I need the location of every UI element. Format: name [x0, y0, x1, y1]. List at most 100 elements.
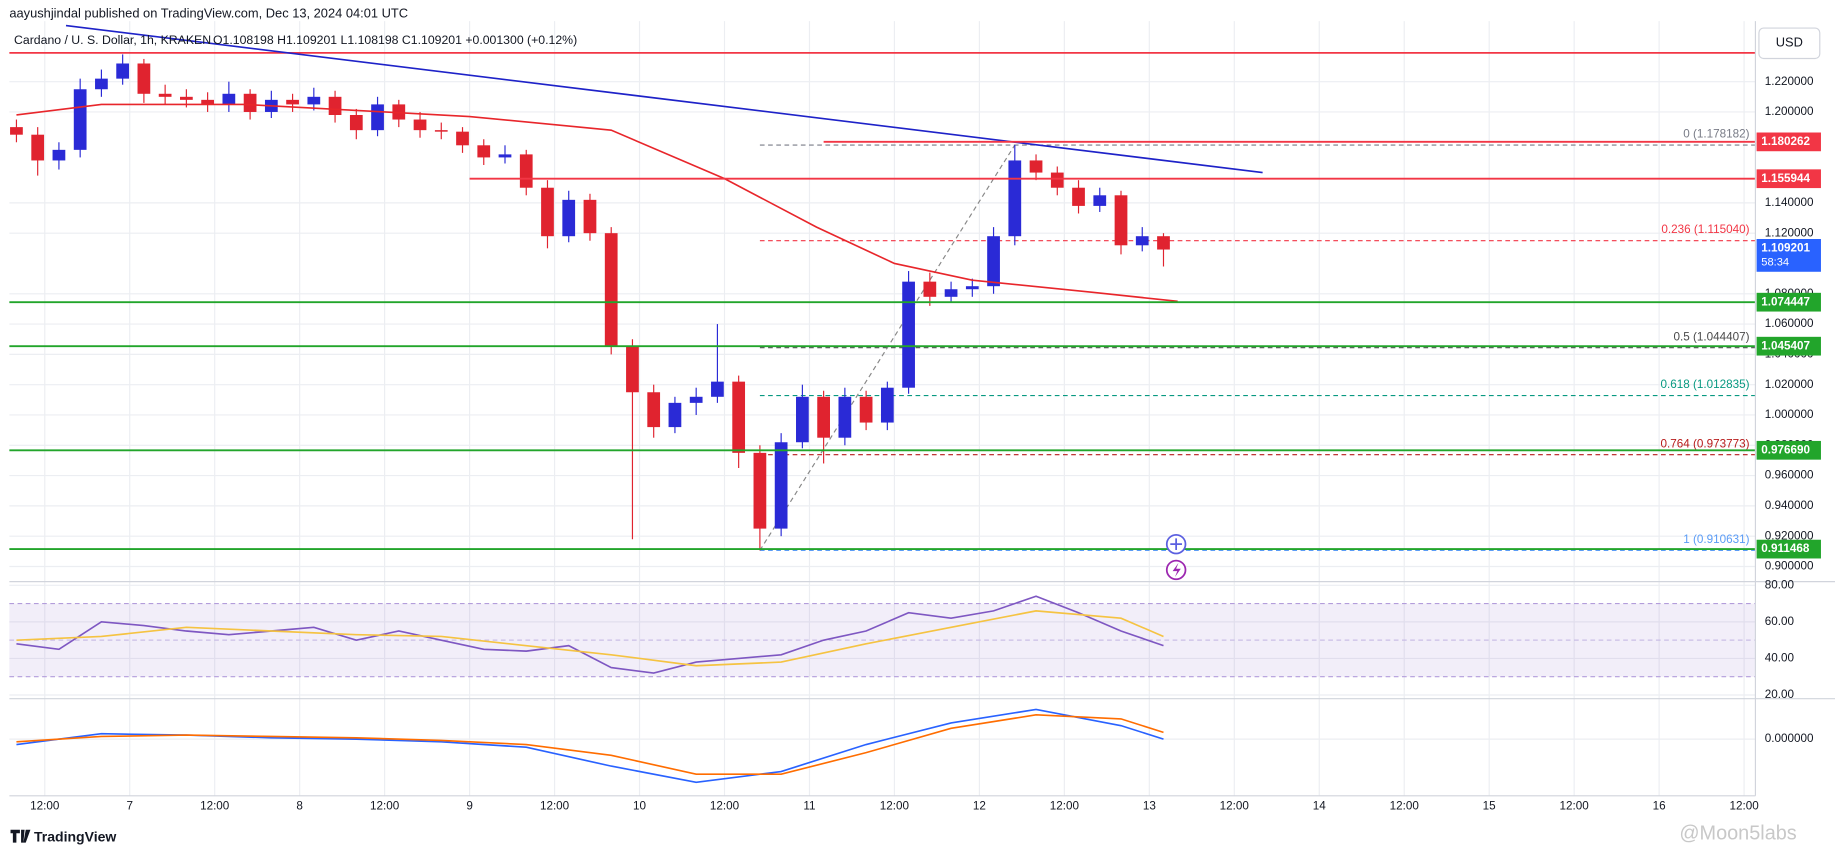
- brand-logo: [10, 829, 31, 843]
- candle-body: [562, 199, 576, 237]
- fib-label: 0.764 (0.973773): [1661, 437, 1750, 450]
- x-tick-label: 16: [1653, 799, 1666, 812]
- symbol-name: Cardano / U. S. Dollar, 1h, KRAKEN: [14, 33, 211, 47]
- last-price: 1.109201: [1761, 241, 1810, 254]
- candle-body: [753, 452, 767, 529]
- candle-body: [328, 96, 342, 115]
- candle-body: [859, 396, 873, 423]
- x-tick-label: 12:00: [30, 799, 60, 812]
- candle-body: [796, 396, 809, 443]
- candle-body: [286, 99, 299, 105]
- x-tick-label: 12:00: [1050, 799, 1080, 812]
- candle-body: [116, 63, 130, 79]
- x-tick-label: 12:00: [1560, 799, 1590, 812]
- x-tick-label: 12:00: [370, 799, 400, 812]
- fib-label: 0 (1.178182): [1683, 128, 1749, 141]
- candle-body: [413, 119, 427, 131]
- x-tick-label: 12: [973, 799, 986, 812]
- candle-body: [604, 233, 618, 347]
- y-tick-label: 0.960000: [1765, 469, 1814, 482]
- published-line: aayushjindal published on TradingView.co…: [9, 5, 408, 20]
- level-label: 1.155944: [1761, 172, 1810, 185]
- y-tick-label: 0.940000: [1765, 499, 1814, 512]
- x-tick-label: 8: [296, 799, 303, 812]
- candle-body: [880, 387, 894, 423]
- fib-label: 0.5 (1.044407): [1674, 330, 1750, 343]
- candle-body: [158, 93, 172, 97]
- line-series: [16, 610, 1164, 667]
- y-tick-label: 1.000000: [1765, 408, 1814, 421]
- y-tick-label: 40.00: [1765, 652, 1795, 665]
- candle-body: [711, 381, 724, 397]
- candle-body: [73, 89, 87, 150]
- y-tick-label: 1.060000: [1765, 317, 1814, 330]
- y-tick-label: 1.220000: [1765, 75, 1814, 88]
- axes: 12:00 7 12:00 8 12:00 9 12:00 10 12:00 11 12:00 12 1…: [30, 75, 1821, 812]
- x-tick-label: 13: [1143, 799, 1156, 812]
- line-series: [16, 595, 1164, 674]
- y-tick-label: 0.920000: [1765, 529, 1814, 542]
- level-label: 1.180262: [1761, 135, 1810, 148]
- y-tick-label: 1.200000: [1765, 105, 1814, 118]
- fib-trend: [759, 144, 1016, 551]
- x-tick-label: 9: [466, 799, 473, 812]
- y-tick-label: 0.900000: [1765, 560, 1814, 573]
- fib-label: 1 (0.910631): [1683, 533, 1749, 546]
- y-tick-label: 1.120000: [1765, 226, 1814, 239]
- level-label: 0.976690: [1761, 443, 1810, 456]
- candle-body: [987, 236, 1000, 287]
- fib-label: 0.236 (1.115040): [1661, 223, 1749, 236]
- candle-body: [1029, 160, 1043, 173]
- candle-body: [838, 396, 852, 438]
- candle-body: [434, 130, 448, 132]
- candle-body: [774, 442, 788, 529]
- currency-button[interactable]: [1758, 27, 1821, 60]
- x-tick-label: 12:00: [1220, 799, 1250, 812]
- candle-body: [647, 392, 661, 428]
- x-tick-label: 12:00: [200, 799, 230, 812]
- y-tick-label: 1.020000: [1765, 378, 1814, 391]
- line-series: [65, 24, 1263, 174]
- candle-body: [626, 346, 639, 393]
- candle-body: [1050, 172, 1064, 188]
- level-badge: [1756, 292, 1821, 312]
- y-tick-label: 20.00: [1765, 688, 1795, 701]
- currency-label[interactable]: USD: [1776, 35, 1803, 50]
- candle-body: [519, 154, 533, 188]
- x-tick-label: 12:00: [880, 799, 910, 812]
- candle-body: [689, 396, 703, 403]
- candle-body: [95, 78, 108, 90]
- x-tick-label: 11: [803, 799, 815, 812]
- candle-body: [923, 281, 937, 297]
- candle-body: [583, 199, 597, 234]
- flash-icon-glyph: [1172, 562, 1181, 577]
- x-tick-label: 10: [633, 799, 647, 812]
- candle-body: [541, 187, 554, 237]
- x-tick-label: 7: [126, 799, 133, 812]
- last-price-badge: [1756, 239, 1821, 272]
- candle-body: [944, 289, 958, 297]
- candle-body: [477, 145, 491, 158]
- line-series: [16, 714, 1164, 776]
- candle-body: [201, 99, 214, 105]
- plot: 0 (1.178182) 0.236 (1.115040) 0.5 (1.04440…: [9, 24, 1756, 784]
- candle-body: [349, 114, 363, 131]
- watermark: @Moon5labs: [1679, 823, 1796, 845]
- level-badge: [1756, 169, 1821, 189]
- y-tick-label: 60.00: [1765, 615, 1795, 628]
- y-tick-label: 1.140000: [1765, 196, 1814, 209]
- level-label: 1.074447: [1761, 295, 1810, 308]
- y-tick-label: 80.00: [1765, 578, 1795, 591]
- x-tick-label: 12:00: [1390, 799, 1420, 812]
- candle-body: [137, 63, 151, 94]
- candle-body: [243, 93, 257, 112]
- candle-body: [1072, 187, 1085, 206]
- level-badge: [1756, 132, 1821, 152]
- line-series: [16, 103, 1178, 303]
- level-badge: [1756, 336, 1821, 356]
- level-badge: [1756, 539, 1821, 559]
- x-tick-label: 12:00: [1729, 799, 1759, 812]
- candle-body: [902, 281, 915, 388]
- event-icon-glyph: [1170, 538, 1182, 551]
